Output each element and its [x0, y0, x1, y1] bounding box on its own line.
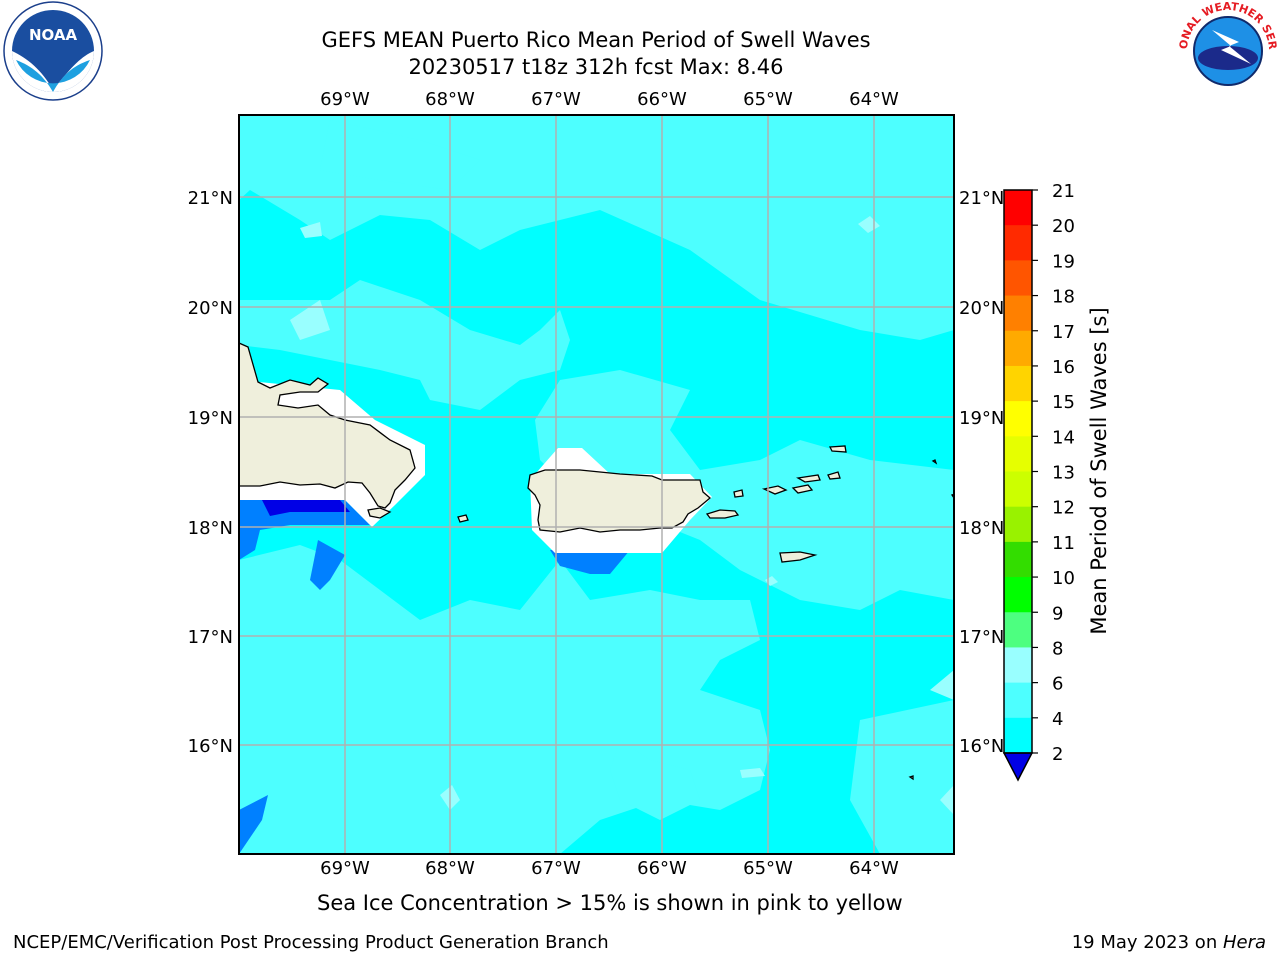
colorbar-tick-label: 10 [1052, 568, 1075, 589]
lat-label-right: 17°N [959, 627, 1004, 648]
colorbar-tick-label: 17 [1052, 322, 1075, 343]
lon-label-bottom: 68°W [425, 858, 475, 879]
colorbar-tick-label: 14 [1052, 427, 1075, 448]
colorbar-segment [1004, 401, 1032, 437]
lon-label-top: 65°W [743, 89, 793, 110]
lon-label-top: 69°W [320, 89, 370, 110]
map-frame [238, 114, 955, 855]
colorbar-segment [1004, 436, 1032, 472]
colorbar-tick-label: 18 [1052, 287, 1075, 308]
lat-label-left: 18°N [188, 518, 233, 539]
colorbar-segment [1004, 260, 1032, 297]
lon-label-bottom: 65°W [743, 858, 793, 879]
lon-label-top: 67°W [531, 89, 581, 110]
colorbar-extend-arrow [1002, 752, 1034, 782]
colorbar-segment [1004, 295, 1032, 332]
lon-label-top: 68°W [425, 89, 475, 110]
colorbar-segment [1004, 682, 1032, 719]
colorbar: 21 20 19 18 17 16 15 14 13 12 11 10 9 8 6 4 2 [1002, 181, 1075, 782]
colorbar-tick-label: 8 [1052, 638, 1063, 659]
footnote-sea-ice: Sea Ice Concentration > 15% is shown in … [317, 891, 903, 915]
colorbar-segment [1004, 612, 1032, 648]
colorbar-segment [1004, 225, 1032, 261]
colorbar-tick-label: 21 [1052, 181, 1075, 202]
lat-label-left: 20°N [188, 298, 233, 319]
colorbar-label: Mean Period of Swell Waves [s] [1087, 307, 1111, 634]
lat-label-left: 16°N [188, 736, 233, 757]
lat-label-left: 21°N [188, 188, 233, 209]
noaa-logo-text: NOAA [29, 26, 78, 44]
lat-label-right: 19°N [959, 408, 1004, 429]
colorbar-segment [1004, 190, 1032, 226]
lon-label-bottom: 67°W [531, 858, 581, 879]
lat-label-left: 17°N [188, 627, 233, 648]
nws-logo: NATIONAL WEATHER SERVICE [1177, 0, 1279, 100]
footer-date-text: 19 May 2023 on [1071, 932, 1223, 953]
colorbar-segment [1004, 717, 1032, 754]
colorbar-segment [1004, 577, 1032, 613]
colorbar-segment [1004, 471, 1032, 508]
chart-subtitle: 20230517 t18z 312h fcst Max: 8.46 [408, 55, 784, 79]
lon-label-top: 64°W [849, 89, 899, 110]
ocean-lowest-fills [262, 500, 350, 516]
lat-label-right: 18°N [959, 518, 1004, 539]
colorbar-tick-label: 11 [1052, 533, 1075, 554]
lat-label-right: 16°N [959, 736, 1004, 757]
colorbar-tick-label: 4 [1052, 709, 1063, 730]
colorbar-tick-label: 12 [1052, 498, 1075, 519]
colorbar-segment [1004, 506, 1032, 543]
colorbar-tick-label: 9 [1052, 603, 1063, 624]
map-axis-labels: 69°W 69°W 68°W 68°W 67°W 67°W 66°W 66°W 65°W 65°W… [188, 89, 1005, 879]
map-plot-area [239, 115, 954, 854]
colorbar-tick-label: 6 [1052, 674, 1063, 695]
colorbar-segment [1004, 541, 1032, 578]
colorbar-tick-label: 13 [1052, 463, 1075, 484]
lat-label-left: 19°N [188, 408, 233, 429]
lon-label-bottom: 66°W [637, 858, 687, 879]
footer-date: 19 May 2023 on Hera [1072, 932, 1266, 953]
colorbar-segment [1004, 647, 1032, 684]
colorbar-tick-label: 2 [1052, 744, 1063, 765]
lat-label-right: 21°N [959, 188, 1004, 209]
lon-label-bottom: 64°W [849, 858, 899, 879]
chart-title: GEFS MEAN Puerto Rico Mean Period of Swe… [321, 28, 871, 52]
colorbar-tick-label: 16 [1052, 357, 1075, 378]
colorbar-segment [1004, 330, 1032, 367]
colorbar-tick-label: 20 [1052, 216, 1075, 237]
colorbar-segment [1004, 365, 1032, 402]
footer-machine: Hera [1222, 932, 1266, 953]
lon-label-bottom: 69°W [320, 858, 370, 879]
map-gridlines [239, 115, 954, 854]
colorbar-tick-label: 15 [1052, 392, 1075, 413]
ocean-6-8-fills [239, 115, 954, 854]
footer-credit: NCEP/EMC/Verification Post Processing Pr… [13, 932, 609, 953]
noaa-logo: NOAA [3, 1, 103, 101]
land-fills [239, 342, 954, 781]
colorbar-tick-label: 19 [1052, 251, 1075, 272]
lat-label-right: 20°N [959, 298, 1004, 319]
lon-label-top: 66°W [637, 89, 687, 110]
